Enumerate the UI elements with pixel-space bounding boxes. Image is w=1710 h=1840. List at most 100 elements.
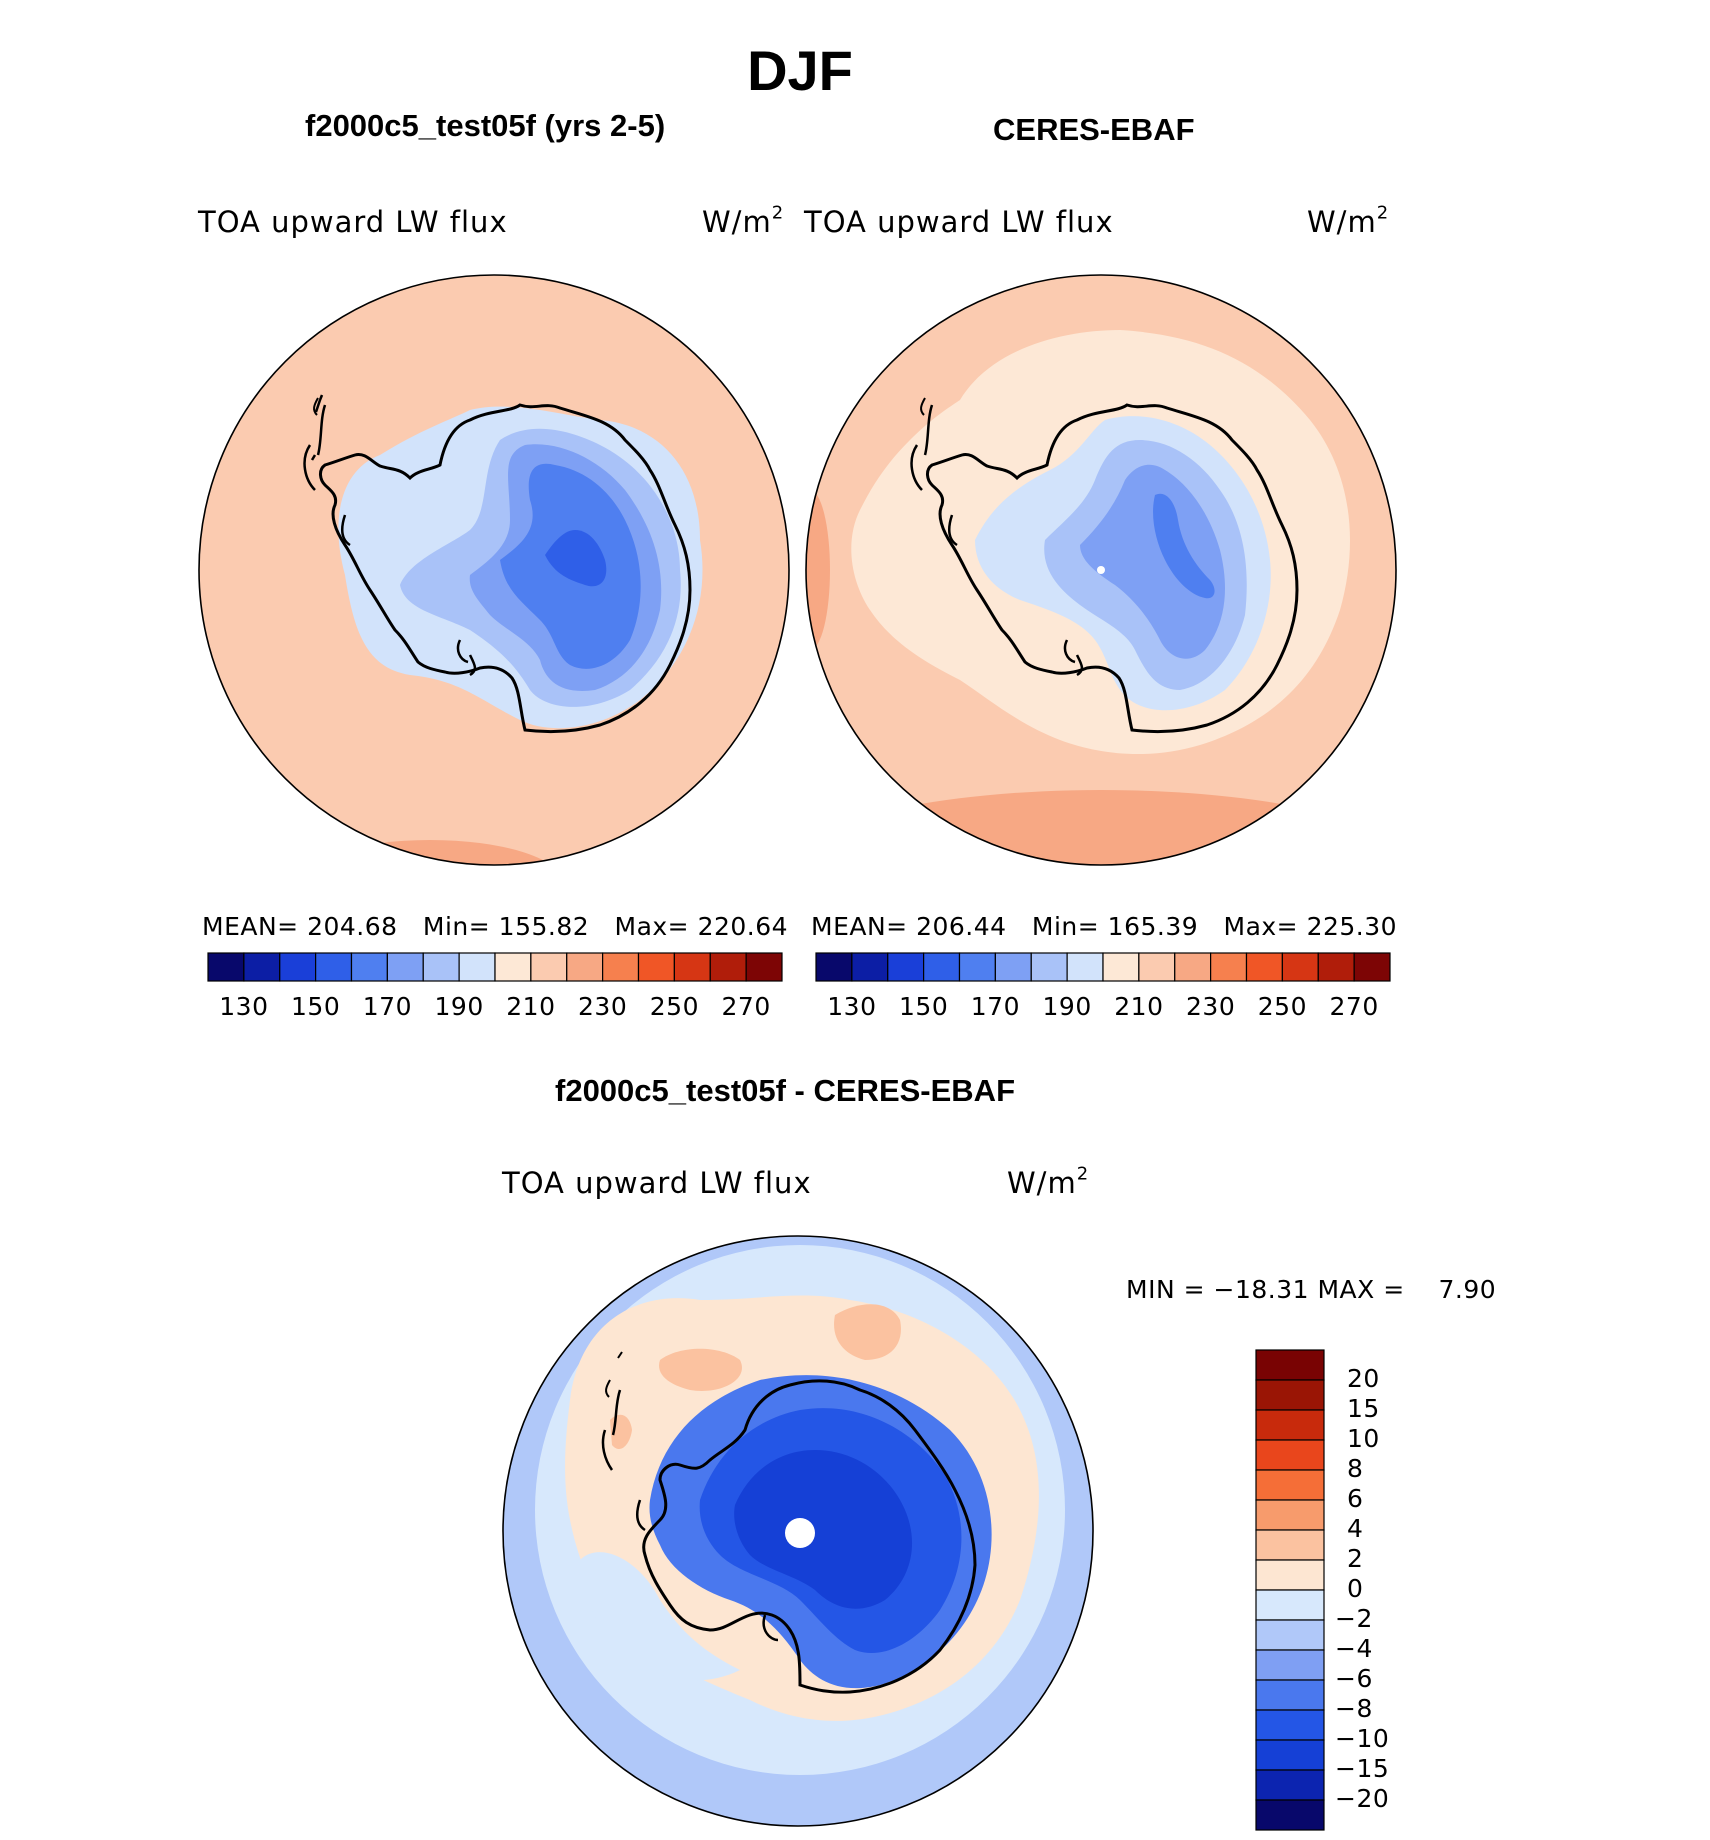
colorbar-model-swatch [745,952,783,982]
variable-label-obs: TOA upward LW flux [804,205,1114,239]
colorbar-diff-swatch [1255,1649,1325,1681]
colorbar-obs-swatch [815,952,853,982]
colorbar-obs-swatch [1353,952,1391,982]
colorbar-diff-tick-label: −2 [1335,1604,1373,1633]
colorbar-diff-tick-label: −8 [1335,1694,1373,1723]
map-fill-model [199,275,789,865]
colorbar-model-tick-label: 270 [721,992,771,1021]
colorbar-obs-swatch [1102,952,1140,982]
colorbar-obs-tick-label: 270 [1329,992,1379,1021]
colorbar-diff-swatch [1255,1439,1325,1471]
colorbar-model-tick-label: 170 [362,992,412,1021]
colorbar-obs-swatch [1174,952,1212,982]
colorbar-model-tick-label: 130 [219,992,269,1021]
colorbar-diff-tick-label: 20 [1347,1364,1380,1393]
colorbar-diff-tick-label: 0 [1347,1574,1364,1603]
colorbar-obs-tick-label: 170 [970,992,1020,1021]
colorbar-model-tick-label: 190 [434,992,484,1021]
figure-title: DJF [747,39,853,102]
colorbar-obs-swatch [1281,952,1319,982]
colorbar-model-swatch [566,952,604,982]
colorbar-model-swatch [207,952,245,982]
colorbar-diff-tick-label: −20 [1335,1784,1390,1813]
colorbar-diff-swatch [1255,1559,1325,1591]
stats-obs: MEAN= 206.44 Min= 165.39 Max= 225.30 [811,912,1398,941]
colorbar-diff-swatch [1255,1409,1325,1441]
colorbar-model-swatch [386,952,424,982]
colorbar-model-swatch [637,952,675,982]
colorbar-model-tick-label: 250 [649,992,699,1021]
panel-title-obs: CERES-EBAF [993,112,1195,147]
colorbar-model [207,952,783,982]
colorbar-model-swatch [673,952,711,982]
stats-diff: MIN = −18.31 MAX = 7.90 [1126,1275,1497,1304]
units-label-obs: W/m2 [1307,202,1390,239]
colorbar-obs-swatch [923,952,961,982]
colorbar-diff-swatch [1255,1379,1325,1411]
colorbar-model-swatch [494,952,532,982]
colorbar-diff-tick-label: 2 [1347,1544,1364,1573]
colorbar-diff-swatch [1255,1499,1325,1531]
colorbar-obs-swatch [851,952,889,982]
variable-label-model: TOA upward LW flux [198,205,508,239]
colorbar-obs-swatch [1245,952,1283,982]
colorbar-labels-diff: −20 −15 −10 −8 −6 −4 −2 0 2 4 6 8 10 15 20 [1335,1350,1455,1830]
colorbar-model-swatch [279,952,317,982]
colorbar-model-swatch [422,952,460,982]
colorbar-labels-model: 130 150 170 190 210 230 250 270 [208,992,782,1022]
colorbar-model-tick-label: 150 [291,992,341,1021]
colorbar-obs-swatch [958,952,996,982]
colorbar-diff-tick-label: 10 [1347,1424,1380,1453]
colorbar-obs [815,952,1391,982]
colorbar-model-tick-label: 210 [506,992,556,1021]
colorbar-diff [1255,1349,1325,1831]
colorbar-obs-swatch [1210,952,1248,982]
colorbar-model-swatch [530,952,568,982]
colorbar-diff-tick-label: −6 [1335,1664,1373,1693]
colorbar-diff-tick-label: 4 [1347,1514,1364,1543]
colorbar-model-tick-label: 230 [578,992,628,1021]
colorbar-obs-swatch [1030,952,1068,982]
colorbar-obs-tick-label: 190 [1042,992,1092,1021]
colorbar-obs-tick-label: 230 [1186,992,1236,1021]
colorbar-diff-swatch [1255,1799,1325,1831]
colorbar-diff-tick-label: −4 [1335,1634,1373,1663]
colorbar-diff-tick-label: 15 [1347,1394,1380,1423]
colorbar-diff-tick-label: −15 [1335,1754,1390,1783]
panel-title-model: f2000c5_test05f (yrs 2-5) [305,108,666,143]
colorbar-obs-tick-label: 150 [899,992,949,1021]
colorbar-diff-tick-label: 8 [1347,1454,1364,1483]
colorbar-obs-tick-label: 250 [1257,992,1307,1021]
colorbar-diff-swatch [1255,1679,1325,1711]
colorbar-diff-swatch [1255,1619,1325,1651]
colorbar-model-swatch [243,952,281,982]
variable-label-diff: TOA upward LW flux [502,1166,812,1200]
colorbar-diff-swatch [1255,1529,1325,1561]
colorbar-model-swatch [709,952,747,982]
units-label-model: W/m2 [702,202,785,239]
colorbar-diff-swatch [1255,1739,1325,1771]
stats-model: MEAN= 204.68 Min= 155.82 Max= 220.64 [202,912,789,941]
units-label-diff: W/m2 [1007,1163,1090,1200]
colorbar-diff-tick-label: 6 [1347,1484,1364,1513]
colorbar-diff-swatch [1255,1469,1325,1501]
colorbar-obs-swatch [887,952,925,982]
colorbar-model-swatch [315,952,353,982]
colorbar-model-swatch [350,952,388,982]
colorbar-diff-swatch [1255,1769,1325,1801]
colorbar-diff-swatch [1255,1709,1325,1741]
colorbar-model-swatch [602,952,640,982]
colorbar-obs-swatch [1317,952,1355,982]
colorbar-obs-swatch [994,952,1032,982]
colorbar-obs-tick-label: 130 [827,992,877,1021]
colorbar-obs-swatch [1138,952,1176,982]
colorbar-labels-obs: 130 150 170 190 210 230 250 270 [816,992,1390,1022]
colorbar-diff-swatch [1255,1349,1325,1381]
panel-title-diff: f2000c5_test05f - CERES-EBAF [555,1073,1016,1108]
colorbar-diff-swatch [1255,1589,1325,1621]
colorbar-model-swatch [458,952,496,982]
colorbar-obs-tick-label: 210 [1114,992,1164,1021]
colorbar-obs-swatch [1066,952,1104,982]
colorbar-diff-tick-label: −10 [1335,1724,1390,1753]
